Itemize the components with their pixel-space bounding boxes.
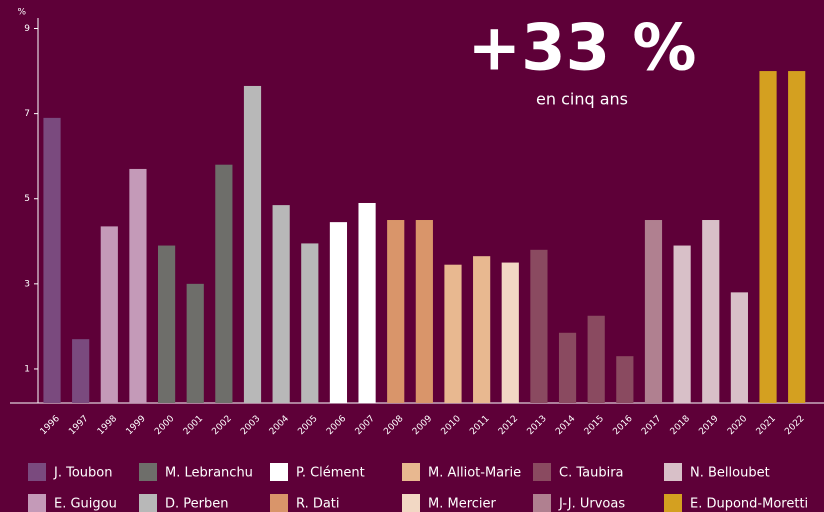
legend-swatch	[533, 494, 551, 512]
x-tick-label: 2008	[382, 414, 405, 437]
legend-label: E. Guigou	[54, 497, 117, 512]
legend-swatch	[402, 494, 420, 512]
x-tick-label: 2007	[354, 414, 377, 437]
x-tick-label: 1999	[125, 414, 148, 437]
x-tick-label: 2012	[497, 414, 520, 437]
legend-label: R. Dati	[296, 497, 340, 512]
bar	[530, 249, 548, 403]
legend-label: M. Alliot-Marie	[428, 466, 521, 481]
x-tick-label: 2009	[411, 414, 434, 437]
legend-swatch	[664, 494, 682, 512]
bar	[444, 264, 462, 403]
x-tick-label: 2019	[697, 414, 720, 437]
x-tick-label: 2011	[468, 414, 491, 437]
legend-label: P. Clément	[296, 466, 365, 481]
legend-label: D. Perben	[165, 497, 228, 512]
legend-label: J. Toubon	[53, 466, 112, 481]
bar	[759, 71, 777, 404]
x-tick-label: 2010	[440, 414, 463, 437]
x-tick-label: 2013	[526, 414, 549, 437]
legend-swatch	[139, 463, 157, 481]
bar	[644, 220, 663, 403]
bar	[358, 202, 376, 403]
legend-label: C. Taubira	[559, 466, 624, 481]
y-tick-label: 1	[24, 364, 30, 374]
legend-label: M. Lebranchu	[165, 466, 253, 481]
x-tick-label: 2016	[611, 414, 634, 437]
bar	[129, 168, 147, 403]
x-tick-label: 1998	[96, 414, 119, 437]
legend-swatch	[28, 494, 46, 512]
bar	[616, 356, 634, 403]
x-tick-label: 2002	[210, 414, 233, 437]
y-tick-label: 3	[24, 279, 30, 289]
bar	[43, 117, 61, 403]
x-tick-label: 2003	[239, 414, 262, 437]
bar	[72, 339, 90, 403]
x-tick-label: 1996	[39, 414, 62, 437]
x-tick-label: 2005	[296, 414, 319, 437]
y-axis-label: %	[17, 8, 26, 18]
legend-swatch	[664, 463, 682, 481]
bar	[157, 245, 176, 403]
bar	[501, 262, 519, 403]
bar	[243, 85, 262, 403]
annotation-sub: en cinq ans	[536, 90, 628, 109]
bar	[100, 226, 118, 403]
x-tick-label: 1997	[67, 414, 90, 437]
x-tick-label: 2000	[153, 414, 176, 437]
bar	[673, 245, 691, 403]
bar	[387, 220, 405, 403]
x-tick-label: 2006	[325, 414, 348, 437]
legend-swatch	[402, 463, 420, 481]
y-tick-label: 5	[24, 194, 30, 204]
legend-label: N. Belloubet	[690, 466, 770, 481]
legend-swatch	[139, 494, 157, 512]
x-tick-label: 2021	[755, 414, 778, 437]
legend-swatch	[270, 494, 288, 512]
bar	[301, 243, 319, 403]
legend-swatch	[270, 463, 288, 481]
x-tick-label: 2014	[554, 414, 577, 437]
x-tick-label: 2018	[669, 414, 692, 437]
bar	[730, 292, 748, 403]
x-tick-label: 2017	[640, 414, 663, 437]
bar	[788, 71, 806, 404]
x-tick-label: 2022	[783, 414, 806, 437]
legend-label: J-J. Urvoas	[558, 497, 625, 512]
y-tick-label: 7	[24, 109, 30, 119]
legend-label: M. Mercier	[428, 497, 497, 512]
x-tick-label: 2020	[726, 414, 749, 437]
bar	[415, 220, 433, 403]
y-tick-label: 9	[24, 24, 30, 34]
x-tick-label: 2004	[268, 414, 291, 437]
x-tick-label: 2001	[182, 414, 205, 437]
bar	[272, 205, 290, 403]
bar	[702, 220, 720, 403]
bar	[329, 222, 348, 403]
bar	[587, 315, 605, 403]
legend-label: E. Dupond-Moretti	[690, 497, 808, 512]
x-tick-label: 2015	[583, 414, 606, 437]
bar	[473, 256, 491, 403]
annotation: +33 %	[467, 12, 696, 86]
bar	[558, 332, 577, 403]
legend-swatch	[533, 463, 551, 481]
bar	[215, 164, 233, 403]
legend-swatch	[28, 463, 46, 481]
bar	[186, 283, 204, 403]
